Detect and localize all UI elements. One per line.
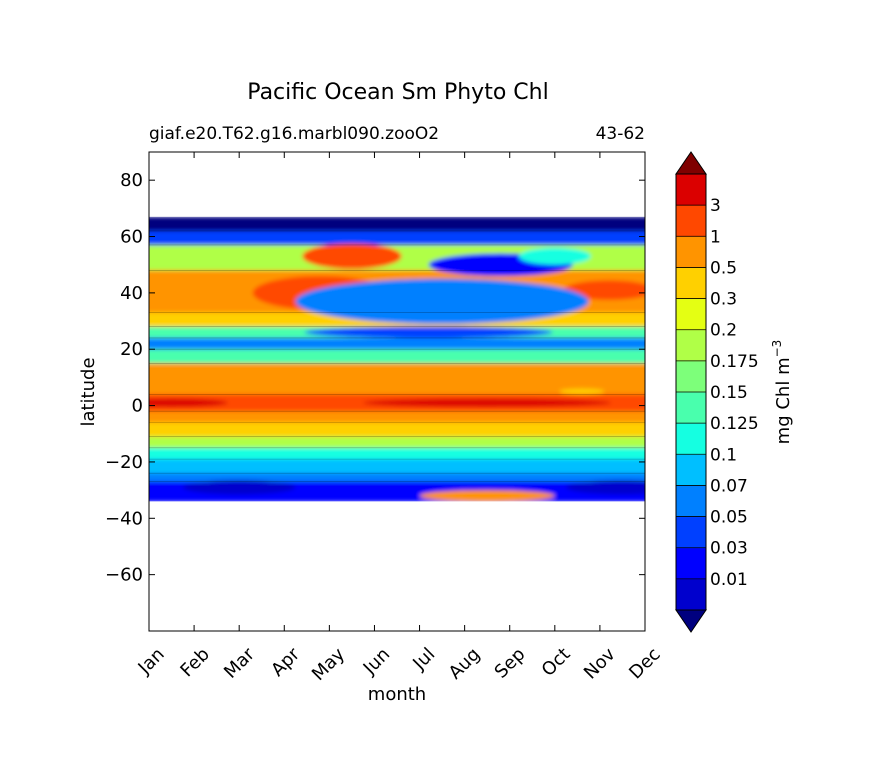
contour-patch-4 [363,398,612,407]
colorbar-segment [676,360,706,393]
y-tick-label: −60 [105,565,143,586]
y-tick-label: 20 [120,339,143,360]
contour-band-11 [149,422,645,438]
y-tick-label: −20 [105,452,143,473]
colorbar-segment [676,423,706,455]
colorbar-segment [676,454,706,486]
y-tick-label: 60 [120,227,143,248]
no-data-north [149,152,645,217]
contour-band-14 [149,459,645,474]
y-tick-label: −40 [105,508,143,529]
x-tick-label: Jun [359,644,394,679]
y-axis-label: latitude [78,357,99,426]
contour-band-10 [149,411,645,424]
colorbar-tick-label: 0.175 [710,352,759,372]
colorbar-tick-label: 0.01 [710,570,748,590]
colorbar-extend-min [675,609,707,633]
colorbar-segment [676,547,706,580]
contour-patch-10 [419,490,555,502]
contour-band-7 [149,349,645,364]
contour-bands [149,216,645,502]
contour-patch-2 [302,243,402,269]
colorbar-tick-label: 0.03 [710,539,748,559]
no-data-south [149,501,645,631]
y-tick-label: 80 [120,170,143,191]
colorbar-segment [676,174,706,206]
colorbar-tick-label: 3 [710,196,721,216]
plot-frame [148,151,646,632]
contour-patch-12 [566,480,645,495]
chart-subtitle-right: 43-62 [596,124,645,144]
contour-patch-13 [559,388,605,395]
x-tick-label: Aug [445,644,485,684]
colorbar-tick-label: 0.5 [710,258,737,278]
y-tick-label: 40 [120,283,143,304]
colorbar-segment [676,516,706,549]
x-tick-label: Dec [625,644,664,683]
contour-patch-3 [149,398,228,407]
contour-patch-7 [563,280,645,300]
x-tick-label: May [308,644,349,685]
colorbar-label: mg Chl m−3 [770,340,794,445]
colorbar-segment [676,267,706,300]
colorbar-segment [676,392,706,424]
colorbar-tick-label: 0.2 [710,321,737,341]
x-tick-label: Jan [134,644,169,679]
colorbar-tick-label: 0.3 [710,290,737,310]
colorbar-tick-label: 0.07 [710,476,748,496]
colorbar-tick-label: 1 [710,227,721,247]
x-tick-label: Nov [580,644,620,684]
contour-patch-11 [182,480,296,495]
contour-band-15 [149,473,645,483]
colorbar-segment [676,485,706,518]
x-tick-label: Apr [267,643,304,680]
x-tick-label: Oct [538,644,575,681]
x-axis-label: month [368,684,426,705]
chart-title: Pacific Ocean Sm Phyto Chl [247,80,548,105]
contour-patch-9 [304,326,553,338]
contour-band-0 [149,216,645,232]
colorbar-tick-label: 0.1 [710,445,737,465]
x-tick-label: Sep [491,644,530,683]
colorbar-segment [676,236,706,268]
colorbar-label-exponent: −3 [770,340,784,358]
colorbar-segment [676,578,706,611]
colorbar-tick-label: 0.125 [710,414,759,434]
contour-patch-6 [518,247,591,265]
chart-subtitle-left: giaf.e20.T62.g16.marbl090.zooO2 [149,124,439,144]
x-tick-label: Feb [176,644,213,681]
contour-patch-8 [295,278,589,324]
colorbar-segment [676,298,706,331]
colorbar-segment [676,329,706,362]
x-tick-label: Mar [220,643,259,682]
contour-band-13 [149,447,645,460]
contour-band-1 [149,230,645,246]
y-tick-label: 0 [132,396,143,417]
colorbar-tick-label: 0.15 [710,383,748,403]
colorbar-segment [676,205,706,237]
x-tick-label: Jul [408,644,439,675]
colorbar-tick-label: 0.05 [710,508,748,528]
contour-band-8 [149,363,645,395]
colorbar-extend-max [675,151,707,175]
contour-band-6 [149,337,645,350]
colorbar: 0.01 0.03 0.05 0.07 0.1 0.125 0.15 0.175 0.2 0.3 0… [675,151,759,633]
y-axis: 80 60 40 20 0 −20 −40 −60 [105,170,645,586]
contour-band-12 [149,436,645,449]
contour-fill [149,152,645,631]
